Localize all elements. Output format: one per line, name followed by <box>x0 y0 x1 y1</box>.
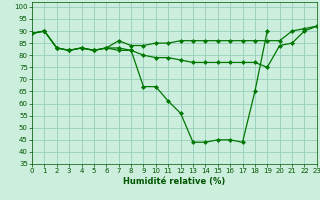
X-axis label: Humidité relative (%): Humidité relative (%) <box>123 177 226 186</box>
